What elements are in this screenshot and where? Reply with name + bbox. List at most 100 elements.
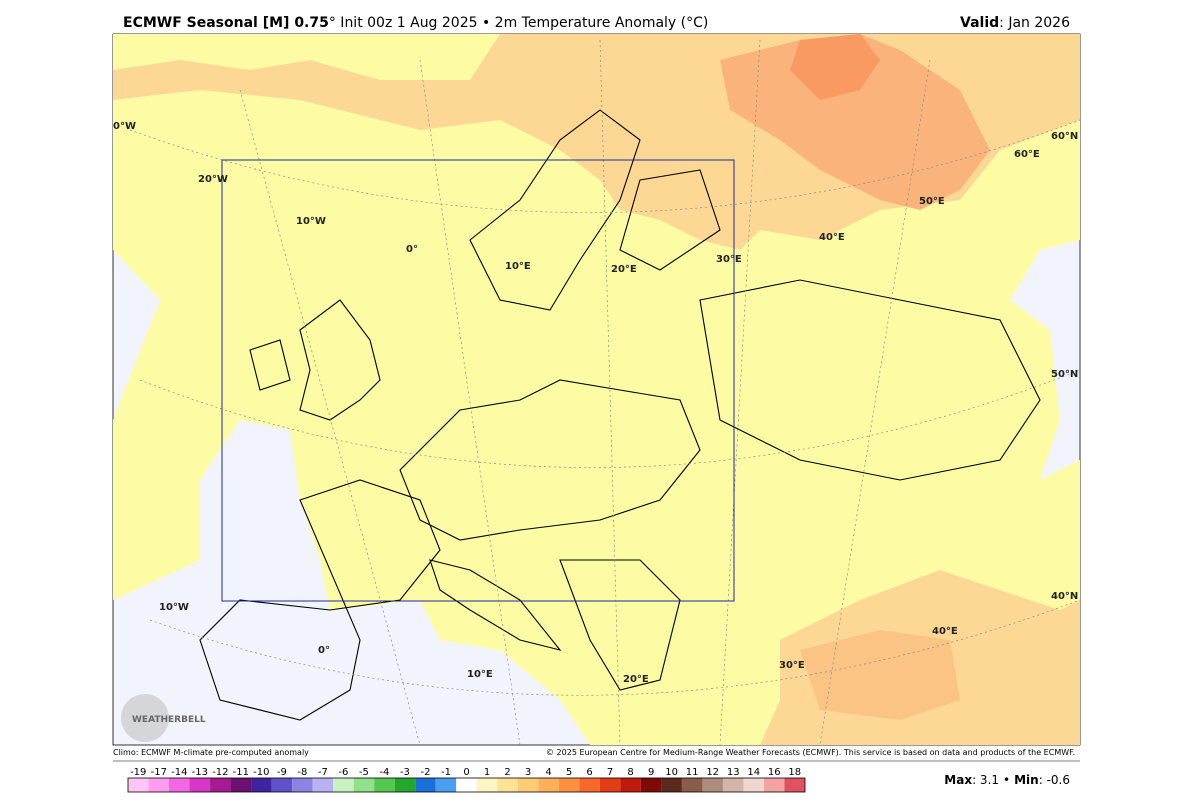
- grid-label: 50°E: [919, 196, 945, 207]
- title: ECMWF Seasonal [M] 0.75° Init 00z 1 Aug …: [123, 15, 708, 31]
- colorbar-label: 7: [607, 767, 613, 778]
- colorbar-cell: [312, 778, 334, 792]
- colorbar-cell: [661, 778, 682, 792]
- colorbar-label: 4: [545, 767, 551, 778]
- max-value: : 3.1: [972, 773, 999, 787]
- grid-label: 20°E: [611, 264, 637, 275]
- valid-value: : Jan 2026: [999, 15, 1070, 31]
- colorbar-label: -7: [318, 767, 328, 778]
- colorbar-label: 5: [566, 767, 572, 778]
- footer-left: Climo: ECMWF M-climate pre-computed anom…: [113, 748, 309, 757]
- colorbar-cell: [743, 778, 764, 792]
- colorbar-cell: [148, 778, 170, 792]
- colorbar-frame: [127, 777, 806, 793]
- colorbar-label: -8: [297, 767, 307, 778]
- colorbar-cell: [394, 778, 416, 792]
- grid-label: 20°E: [623, 674, 649, 685]
- colorbar-label: 11: [686, 767, 699, 778]
- colorbar-cell: [497, 778, 518, 792]
- grid-label: 10°W: [296, 216, 326, 227]
- grid-label: 30°E: [779, 660, 805, 671]
- grid-label: 20°W: [198, 174, 228, 185]
- grid-label: 0°: [406, 244, 418, 255]
- max-min: Max: 3.1 • Min: -0.6: [944, 773, 1070, 787]
- grid-label: 10°E: [467, 669, 493, 680]
- colorbar-cell: [558, 778, 580, 792]
- min-value: : -0.6: [1039, 773, 1070, 787]
- colorbar-cell: [538, 778, 559, 792]
- colorbar-label: 10: [665, 767, 678, 778]
- colorbar-label: -19: [130, 767, 146, 778]
- colorbar-label: -12: [212, 767, 228, 778]
- colorbar-label: 18: [788, 767, 801, 778]
- valid: Valid: Jan 2026: [960, 15, 1070, 31]
- colorbar-label: 9: [648, 767, 654, 778]
- title-rest: ° Init 00z 1 Aug 2025 • 2m Temperature A…: [329, 15, 709, 31]
- colorbar-label: -13: [192, 767, 208, 778]
- colorbar-label: -11: [233, 767, 249, 778]
- colorbar-label: 14: [747, 767, 760, 778]
- sep: •: [1003, 773, 1010, 787]
- colorbar-cell: [230, 778, 252, 792]
- colorbar-cell: [640, 778, 662, 792]
- colorbar-cell: [784, 778, 805, 792]
- colorbar-label: -1: [441, 767, 451, 778]
- colorbar-label: -4: [379, 767, 389, 778]
- grid-label: 60°E: [1014, 149, 1040, 160]
- colorbar-label: -14: [171, 767, 187, 778]
- map: WEATHERBELL 0°W 20°W 10°W 0° 10°E 20°E 3…: [112, 33, 1081, 746]
- colorbar-label: -17: [151, 767, 167, 778]
- logo-text: WEATHERBELL: [132, 715, 206, 725]
- colorbar-label: 0: [463, 767, 469, 778]
- colorbar-label: 3: [525, 767, 531, 778]
- colorbar-cell: [763, 778, 785, 792]
- colorbar-cell: [251, 778, 272, 792]
- footer-right: © 2025 European Centre for Medium-Range …: [546, 748, 1075, 757]
- colorbar-cell: [702, 778, 723, 792]
- colorbar-cell: [620, 778, 641, 792]
- colorbar-label: -3: [400, 767, 410, 778]
- grid-label: 40°E: [932, 626, 958, 637]
- grid-label: 0°W: [113, 121, 136, 132]
- colorbar-label: -2: [420, 767, 430, 778]
- grid-label: 50°N: [1051, 369, 1078, 380]
- colorbar-cell: [353, 778, 375, 792]
- colorbar-cell: [169, 778, 190, 792]
- colorbar-label: 8: [627, 767, 633, 778]
- title-bold: ECMWF Seasonal [M] 0.75: [123, 15, 329, 31]
- grid-label: 0°: [318, 645, 330, 656]
- colorbar-cell: [476, 778, 498, 792]
- colorbar-label: 6: [586, 767, 592, 778]
- grid-label: 40°E: [819, 232, 845, 243]
- colorbar-label: 2: [504, 767, 510, 778]
- grid-label: 10°W: [159, 602, 189, 613]
- valid-label: Valid: [960, 15, 999, 31]
- colorbar-cell: [456, 778, 477, 792]
- colorbar-cell: [681, 778, 703, 792]
- colorbar-cell: [599, 778, 621, 792]
- colorbar-cell: [210, 778, 231, 792]
- colorbar-cell: [435, 778, 457, 792]
- colorbar-cell: [271, 778, 293, 792]
- colorbar-label: 13: [727, 767, 740, 778]
- grid-label: 60°N: [1051, 131, 1078, 142]
- grid-label: 30°E: [716, 254, 742, 265]
- colorbar-cell: [189, 778, 211, 792]
- colorbar-label: -6: [338, 767, 348, 778]
- colorbar-label: -5: [359, 767, 369, 778]
- colorbar-cell: [722, 778, 744, 792]
- colorbar-cell: [374, 778, 395, 792]
- logo: WEATHERBELL: [121, 694, 206, 742]
- grid-label: 40°N: [1051, 591, 1078, 602]
- colorbar-label: 1: [484, 767, 490, 778]
- colorbar-cell: [517, 778, 539, 792]
- colorbar-label: 16: [768, 767, 781, 778]
- min-label: Min: [1014, 773, 1039, 787]
- colorbar-label: 12: [706, 767, 719, 778]
- colorbar: -19 -17 -14 -13 -12 -11 -10 -9 -8 -7 -6 -5 -4 -3 -2 -1 0…: [113, 760, 1080, 793]
- colorbar-cell: [128, 778, 149, 792]
- colorbar-cell: [415, 778, 436, 792]
- colorbar-label: -9: [277, 767, 287, 778]
- colorbar-label: -10: [253, 767, 269, 778]
- grid-label: 10°E: [505, 261, 531, 272]
